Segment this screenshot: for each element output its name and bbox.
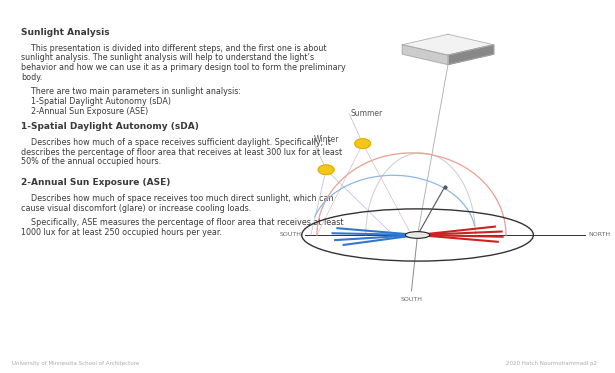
Text: Describes how much of a space receives sufficient daylight. Specifically, it: Describes how much of a space receives s… [22,138,331,147]
Text: behavior and how we can use it as a primary design tool to form the preliminary: behavior and how we can use it as a prim… [22,63,346,72]
Text: There are two main parameters in sunlight analysis:: There are two main parameters in sunligh… [22,87,241,96]
Circle shape [318,165,334,175]
Text: SOUTH: SOUTH [280,232,302,238]
Text: sunlight analysis. The sunlight analysis will help to understand the light’s: sunlight analysis. The sunlight analysis… [22,53,314,62]
Text: Winter: Winter [314,135,339,144]
Text: describes the percentage of floor area that receives at least 300 lux for at lea: describes the percentage of floor area t… [22,148,343,157]
Text: SOUTH: SOUTH [400,297,423,301]
Polygon shape [448,45,494,65]
Ellipse shape [405,232,430,238]
Text: cause visual discomfort (glare) or increase cooling loads.: cause visual discomfort (glare) or incre… [22,204,252,213]
Text: Describes how much of space receives too much direct sunlight, which can: Describes how much of space receives too… [22,194,334,203]
Text: NORTH: NORTH [588,232,610,238]
Text: 2-Annual Sun Exposure (ASE): 2-Annual Sun Exposure (ASE) [22,107,149,116]
Polygon shape [402,34,494,55]
Text: 1-Spatial Daylight Autonomy (sDA): 1-Spatial Daylight Autonomy (sDA) [22,122,199,131]
Text: 1000 lux for at least 250 occupied hours per year.: 1000 lux for at least 250 occupied hours… [22,228,223,237]
Circle shape [355,139,371,148]
Text: 2-Annual Sun Exposure (ASE): 2-Annual Sun Exposure (ASE) [22,178,171,187]
Text: Summer: Summer [351,109,383,118]
Text: Specifically, ASE measures the percentage of floor area that receives at least: Specifically, ASE measures the percentag… [22,218,344,227]
Polygon shape [402,45,448,65]
Text: Sunlight Analysis: Sunlight Analysis [22,28,110,37]
Text: 50% of the annual occupied hours.: 50% of the annual occupied hours. [22,157,162,166]
Text: body.: body. [22,73,42,82]
Text: 2020 Hatch Nourmohammadi p2: 2020 Hatch Nourmohammadi p2 [506,361,597,366]
Text: 1-Spatial Daylight Autonomy (sDA): 1-Spatial Daylight Autonomy (sDA) [22,97,172,106]
Text: This presentation is divided into different steps, and the first one is about: This presentation is divided into differ… [22,44,327,53]
Text: University of Minnesota School of Architecture: University of Minnesota School of Archit… [12,361,140,366]
